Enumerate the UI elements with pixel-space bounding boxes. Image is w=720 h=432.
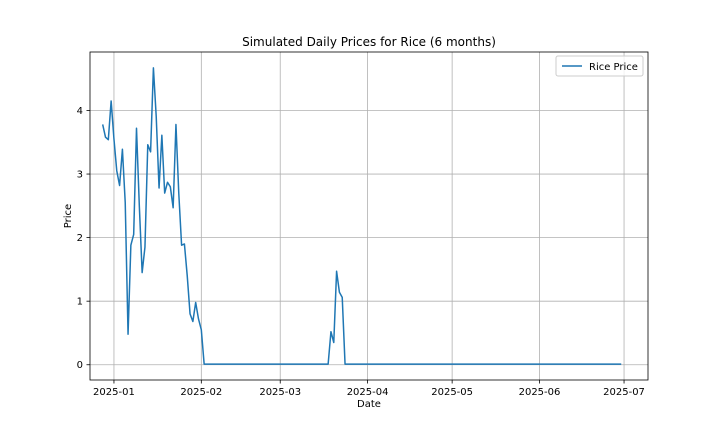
y-tick-label: 2 [77,233,83,244]
plot-frame [89,51,649,381]
x-axis-title: Date [357,399,381,410]
x-tick-label: 2025-07 [603,387,645,398]
chart-title: Simulated Daily Prices for Rice (6 month… [242,35,496,49]
x-tick-label: 2025-05 [431,387,473,398]
x-tick-label: 2025-01 [93,387,135,398]
x-tick-label: 2025-06 [519,387,561,398]
y-tick-label: 3 [77,170,83,181]
x-tick-label: 2025-04 [347,387,389,398]
legend: Rice Price [555,55,644,77]
legend-label: Rice Price [589,62,638,73]
y-tick-label: 0 [77,360,83,371]
y-tick-label: 1 [77,297,83,308]
x-tick-label: 2025-03 [259,387,301,398]
grid [90,52,648,380]
x-tick-label: 2025-02 [180,387,222,398]
series-line-rice-price [101,67,622,365]
series-layer [101,67,622,365]
y-axis-title: Price [63,204,74,228]
ticks: 2025-01 2025-02 2025-03 2025-04 2025-05 2025-… [77,106,645,398]
legend-box [555,55,644,77]
y-tick-label: 4 [77,106,83,117]
